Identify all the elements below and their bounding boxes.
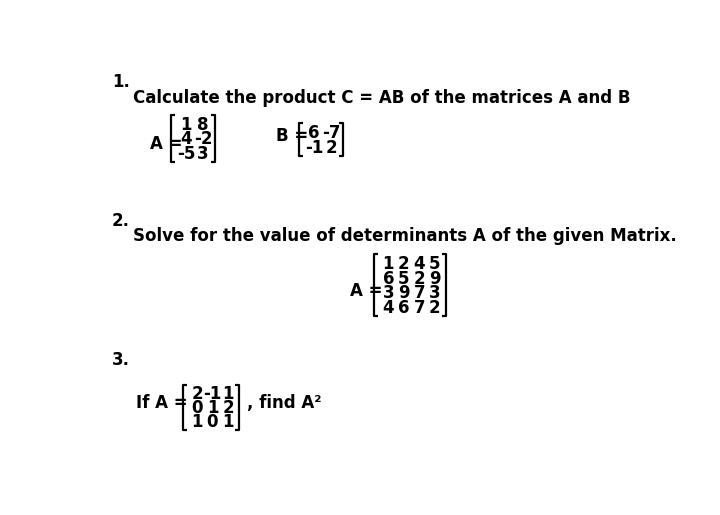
Text: 0: 0 [207,413,218,431]
Text: 6: 6 [382,269,394,287]
Text: -5: -5 [177,145,195,163]
Text: 1: 1 [192,413,203,431]
Text: 2: 2 [325,139,337,157]
Text: 4: 4 [180,130,192,148]
Text: -7: -7 [322,124,341,142]
Text: 9: 9 [398,284,410,302]
Text: 0: 0 [192,399,203,417]
Text: 7: 7 [413,284,426,302]
Text: 4: 4 [413,255,426,273]
Text: 2: 2 [413,269,426,287]
Text: 2: 2 [191,385,203,403]
Text: 5: 5 [429,255,441,273]
Text: -1: -1 [203,385,222,403]
Text: 3: 3 [197,145,209,163]
Text: 2: 2 [398,255,410,273]
Text: 1: 1 [222,385,234,403]
Text: 1: 1 [222,413,234,431]
Text: 1.: 1. [112,73,130,91]
Text: A =: A = [150,135,183,153]
Text: 7: 7 [413,299,426,317]
Text: 5: 5 [398,269,410,287]
Text: , find A²: , find A² [246,394,321,412]
Text: 4: 4 [382,299,394,317]
Text: 1: 1 [180,115,192,133]
Text: Calculate the product C = AB of the matrices A and B: Calculate the product C = AB of the matr… [132,89,630,107]
Text: A =: A = [350,282,382,300]
Text: -1: -1 [305,139,323,157]
Text: 3.: 3. [112,351,130,369]
Text: Solve for the value of determinants A of the given Matrix.: Solve for the value of determinants A of… [132,227,676,245]
Text: If A =: If A = [137,394,188,412]
Text: 3: 3 [429,284,441,302]
Text: 6: 6 [398,299,410,317]
Text: 2: 2 [429,299,441,317]
Text: 8: 8 [197,115,209,133]
Text: 3: 3 [382,284,394,302]
Text: 1: 1 [207,399,218,417]
Text: 2.: 2. [112,212,130,230]
Text: 1: 1 [382,255,394,273]
Text: 6: 6 [308,124,320,142]
Text: 2: 2 [222,399,234,417]
Text: 9: 9 [429,269,441,287]
Text: B =: B = [276,128,308,146]
Text: -2: -2 [194,130,212,148]
